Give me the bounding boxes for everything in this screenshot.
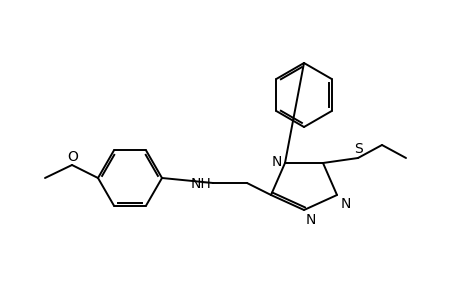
Text: NH: NH [190, 177, 211, 191]
Text: O: O [67, 150, 78, 164]
Text: S: S [354, 142, 363, 156]
Text: N: N [271, 155, 281, 169]
Text: N: N [305, 213, 316, 227]
Text: N: N [340, 197, 351, 211]
